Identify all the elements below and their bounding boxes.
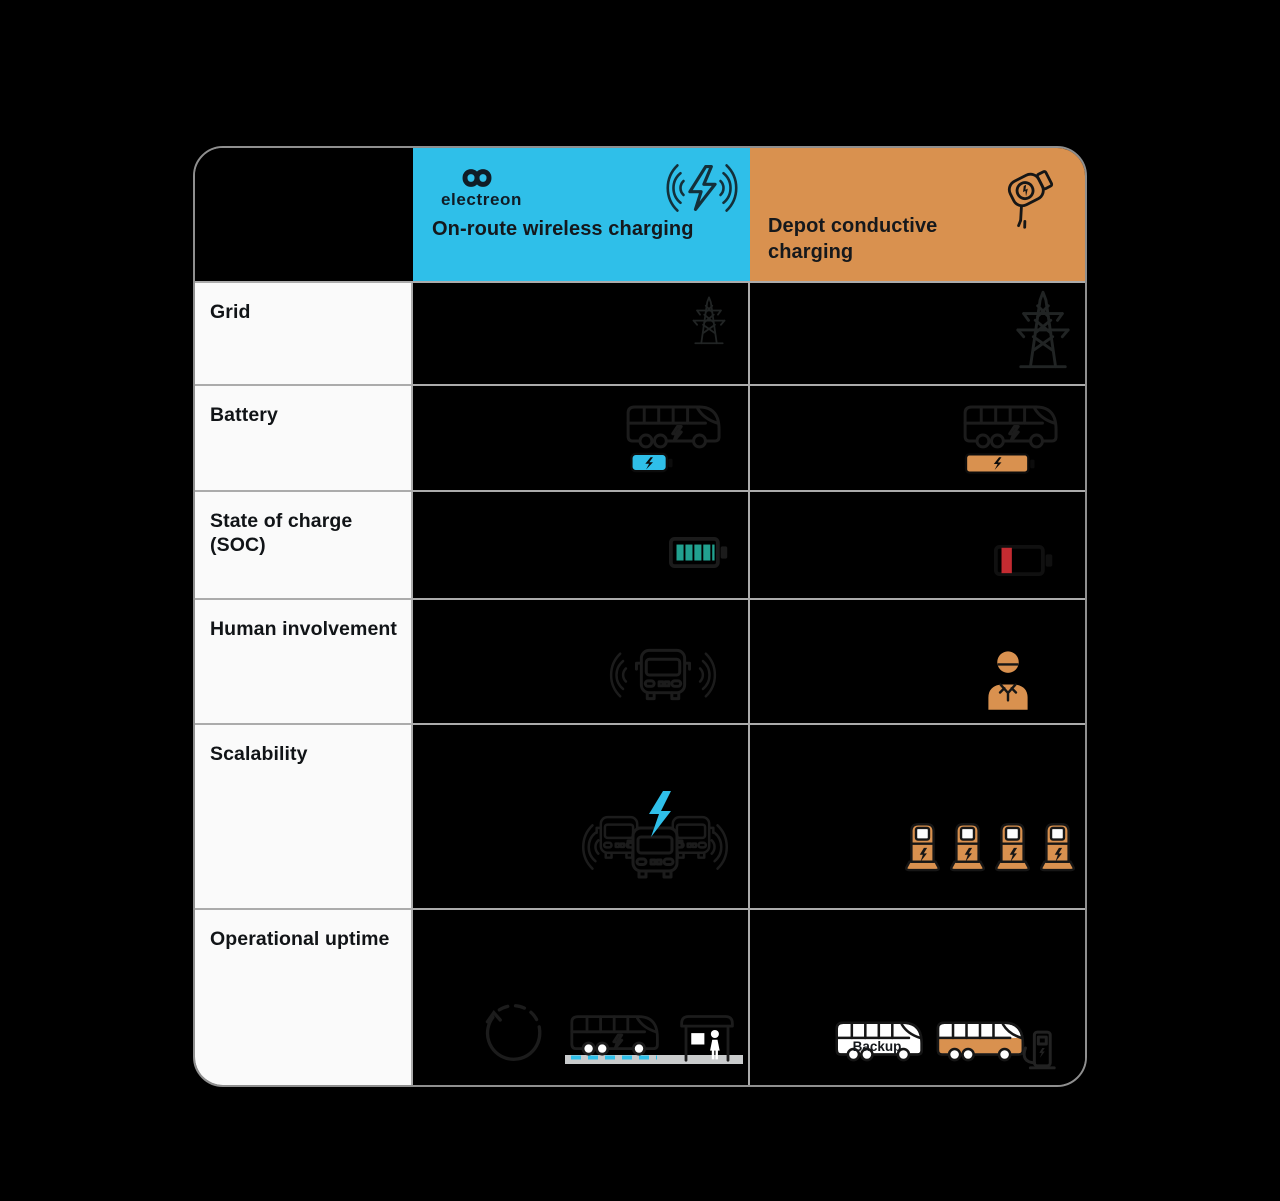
four-depot-charging-stations-icon (904, 817, 1076, 875)
electreon-wordmark: electreon (441, 190, 522, 209)
header-empty-cell (195, 148, 413, 281)
cell-soc-on-route (413, 490, 750, 598)
bus-front-wireless-waves-icon (603, 644, 723, 706)
electric-bus-icon (623, 400, 725, 453)
cell-scalability-depot (750, 723, 1085, 908)
row-label-human: Human involvement (195, 598, 413, 723)
small-transmission-tower-icon (691, 295, 727, 345)
battery-high-charge-teal-icon (669, 536, 731, 570)
cell-scalability-on-route (413, 723, 750, 908)
row-label-grid: Grid (195, 281, 413, 384)
cell-soc-depot (750, 490, 1085, 598)
small-cyan-battery-icon (630, 452, 674, 474)
row-label-battery: Battery (195, 384, 413, 490)
header-depot-conductive: Depot conductive charging (750, 148, 1085, 281)
backup-bus-plus-bus-at-depot-charger-icon (830, 1010, 1080, 1080)
bus-fleet-wireless-charging-bolt-icon (575, 783, 735, 889)
wireless-charging-waves-bolt-icon (659, 161, 745, 215)
bus-driver-person-icon (980, 646, 1036, 710)
cell-battery-on-route (413, 384, 750, 490)
ev-charging-plug-icon (996, 158, 1060, 232)
large-orange-battery-icon (964, 452, 1038, 475)
continuous-loop-bus-on-charging-road-with-stop-icon (481, 996, 746, 1072)
row-label-soc: State of charge (SOC) (195, 490, 413, 598)
cell-grid-depot (750, 281, 1085, 384)
column-title-depot: Depot conductive charging (768, 215, 938, 263)
cell-uptime-on-route (413, 908, 750, 1085)
cell-human-depot (750, 598, 1085, 723)
cell-grid-on-route (413, 281, 750, 384)
row-label-uptime: Operational uptime (195, 908, 413, 1085)
cell-battery-depot (750, 384, 1085, 490)
header-on-route-wireless: electreon On-route wireless charging (413, 148, 750, 281)
row-label-scalability: Scalability (195, 723, 413, 908)
backup-bus-label: Backup (852, 1039, 902, 1054)
cell-human-on-route (413, 598, 750, 723)
large-transmission-tower-icon (1014, 288, 1072, 370)
cell-uptime-depot: Backup (750, 908, 1085, 1085)
electreon-infinity-logo-icon (453, 162, 501, 194)
column-title-on-route: On-route wireless charging (432, 218, 694, 240)
electric-bus-icon (960, 400, 1062, 453)
comparison-table: electreon On-route wireless charging (193, 146, 1087, 1087)
battery-low-charge-red-icon (994, 542, 1056, 578)
